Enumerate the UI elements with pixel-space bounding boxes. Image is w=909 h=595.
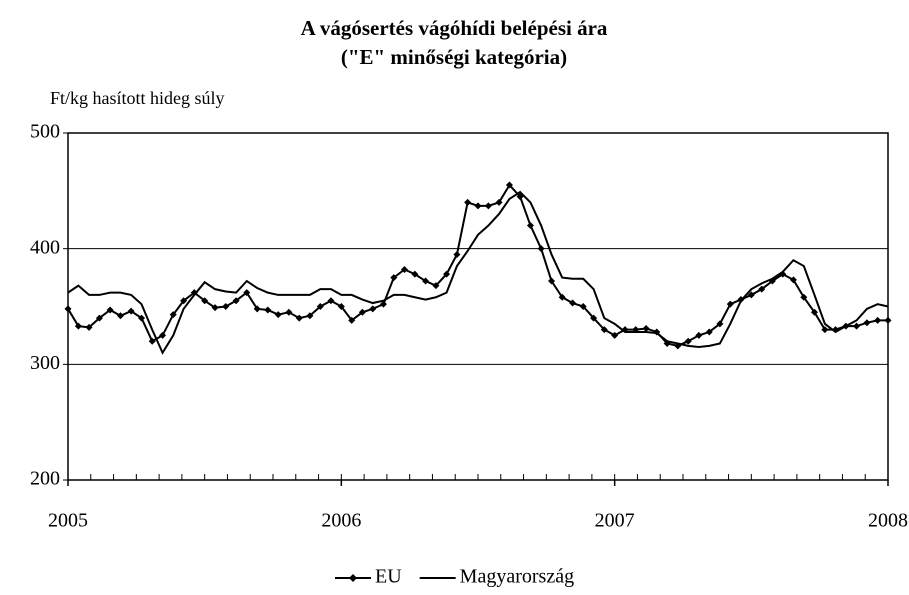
point-marker xyxy=(821,326,829,334)
x-tick-label: 2006 xyxy=(321,510,361,532)
point-marker xyxy=(74,322,82,330)
point-marker xyxy=(747,291,755,299)
point-marker xyxy=(526,222,534,230)
point-marker xyxy=(642,324,650,332)
point-marker xyxy=(148,337,156,345)
point-marker xyxy=(705,328,713,336)
point-marker xyxy=(201,297,209,305)
point-marker xyxy=(295,314,303,322)
point-marker xyxy=(495,198,503,206)
point-marker xyxy=(85,323,93,331)
plot-frame xyxy=(67,132,889,481)
point-marker xyxy=(306,312,314,320)
point-marker xyxy=(127,307,135,315)
legend-marker xyxy=(349,574,357,582)
point-marker xyxy=(348,316,356,324)
point-marker xyxy=(180,297,188,305)
point-marker xyxy=(316,303,324,310)
point-marker xyxy=(443,270,451,278)
point-marker xyxy=(358,308,366,316)
point-marker xyxy=(789,276,797,284)
point-marker xyxy=(285,308,293,316)
point-marker xyxy=(159,331,167,339)
point-marker xyxy=(222,303,230,310)
point-marker xyxy=(138,314,146,322)
point-marker xyxy=(611,331,619,339)
y-tick-label: 400 xyxy=(30,236,60,258)
point-marker xyxy=(505,181,513,189)
point-marker xyxy=(716,320,724,328)
point-marker xyxy=(106,306,114,314)
point-marker xyxy=(810,308,818,316)
point-marker xyxy=(758,285,766,293)
point-marker xyxy=(116,312,124,320)
x-tick-label: 2007 xyxy=(595,510,635,532)
point-marker xyxy=(327,297,335,305)
point-marker xyxy=(369,305,377,313)
point-marker xyxy=(95,314,103,322)
legend-label: Magyarország xyxy=(460,566,574,588)
point-marker xyxy=(379,300,387,308)
point-marker xyxy=(548,277,556,285)
point-marker xyxy=(232,297,240,305)
point-marker xyxy=(600,326,608,334)
point-marker xyxy=(253,305,261,313)
chart-subtitle: ("E" minőségi kategória) xyxy=(341,45,567,69)
point-marker xyxy=(874,316,882,324)
series-line xyxy=(67,190,889,355)
y-tick-label: 500 xyxy=(30,121,60,143)
point-marker xyxy=(169,311,177,319)
point-marker xyxy=(684,337,692,345)
point-marker xyxy=(579,303,587,310)
legend-label: EU xyxy=(375,566,402,588)
point-marker xyxy=(726,300,734,308)
point-marker xyxy=(464,198,472,206)
point-marker xyxy=(264,306,272,314)
point-marker xyxy=(274,311,282,319)
point-marker xyxy=(411,270,419,278)
y-tick-label: 200 xyxy=(30,468,60,490)
x-tick-label: 2005 xyxy=(48,510,88,532)
point-marker xyxy=(337,303,345,310)
point-marker xyxy=(590,314,598,322)
x-tick-label: 2008 xyxy=(868,510,908,532)
point-marker xyxy=(695,331,703,339)
point-marker xyxy=(422,277,430,285)
point-marker xyxy=(537,245,545,253)
point-marker xyxy=(400,265,408,273)
point-marker xyxy=(558,293,566,301)
y-tick-label: 300 xyxy=(30,352,60,374)
point-marker xyxy=(863,319,871,327)
point-marker xyxy=(800,293,808,301)
point-marker xyxy=(211,304,219,312)
point-marker xyxy=(243,289,251,297)
point-marker xyxy=(853,322,861,330)
y-axis-label: Ft/kg hasított hideg súly xyxy=(50,88,225,108)
point-marker xyxy=(390,274,398,282)
chart-title: A vágósertés vágóhídi belépési ára xyxy=(301,16,608,40)
point-marker xyxy=(474,202,482,210)
point-marker xyxy=(569,299,577,307)
point-marker xyxy=(484,202,492,210)
point-marker xyxy=(884,316,892,324)
point-marker xyxy=(64,305,72,313)
point-marker xyxy=(453,250,461,258)
point-marker xyxy=(432,282,440,290)
